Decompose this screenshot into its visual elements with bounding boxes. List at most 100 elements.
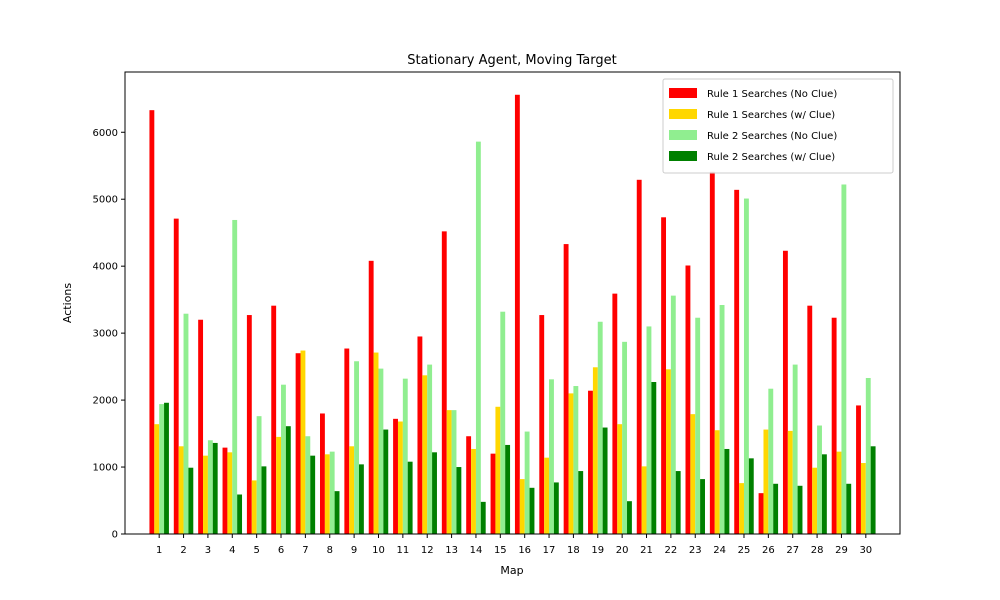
bar-series-2-map-28: [812, 467, 818, 534]
bar-series-4-map-26: [773, 483, 779, 534]
bar-series-3-map-2: [183, 313, 189, 534]
bar-series-3-map-3: [207, 440, 213, 534]
y-tick-label: 4000: [93, 262, 118, 273]
bar-series-1-map-4: [222, 447, 228, 534]
bar-series-4-map-22: [675, 471, 681, 534]
bar-series-1-map-10: [368, 260, 374, 534]
bar-series-4-map-15: [505, 444, 511, 534]
bar-series-1-map-3: [198, 319, 204, 534]
bar-series-4-map-7: [310, 455, 316, 534]
bar-series-2-map-18: [568, 393, 574, 534]
bar-series-4-map-6: [285, 426, 291, 534]
x-tick-label: 30: [859, 545, 872, 556]
x-tick-label: 11: [396, 545, 409, 556]
bar-series-4-map-19: [602, 427, 608, 534]
x-tick-label: 9: [351, 545, 357, 556]
x-tick-label: 8: [327, 545, 333, 556]
bar-series-4-map-3: [212, 442, 218, 534]
bar-series-2-map-20: [617, 424, 623, 534]
bar-series-3-map-1: [159, 404, 165, 534]
bar-series-2-map-17: [544, 457, 550, 534]
x-tick-label: 13: [445, 545, 458, 556]
bar-series-1-map-7: [295, 353, 301, 534]
bar-series-3-map-18: [573, 386, 579, 534]
bar-series-4-map-2: [188, 467, 194, 534]
bar-series-3-map-11: [402, 378, 408, 534]
bar-series-4-map-30: [870, 446, 876, 534]
bar-series-1-map-13: [441, 231, 447, 535]
bar-series-1-map-27: [782, 250, 788, 534]
bar-series-4-map-11: [407, 461, 413, 534]
bar-series-1-map-8: [320, 413, 325, 534]
x-tick-label: 2: [180, 545, 186, 556]
legend: Rule 1 Searches (No Clue) Rule 1 Searches…: [662, 78, 894, 174]
legend-swatch-3: [669, 130, 697, 140]
bar-series-3-map-6: [281, 384, 286, 534]
bar-series-3-map-30: [865, 377, 871, 534]
bar-series-1-map-29: [831, 317, 837, 534]
bar-series-4-map-29: [846, 483, 852, 534]
bar-series-2-map-19: [592, 367, 598, 534]
x-tick-label: 24: [713, 545, 726, 556]
x-tick-label: 6: [278, 545, 284, 556]
bar-series-4-map-21: [651, 382, 657, 534]
chart-title: Stationary Agent, Moving Target: [407, 53, 616, 68]
y-tick-label: 5000: [93, 195, 118, 206]
x-tick-label: 12: [421, 545, 434, 556]
bar-series-3-map-5: [256, 416, 262, 534]
bar-series-1-map-18: [563, 244, 569, 534]
y-axis: 0 1000 2000 3000 4000 5000 6000: [93, 128, 125, 541]
bar-series-4-map-25: [748, 458, 754, 534]
bar-series-1-map-1: [149, 110, 155, 535]
x-axis-label: Map: [500, 564, 523, 577]
bar-series-2-map-8: [324, 454, 330, 534]
bar-series-1-map-30: [856, 405, 861, 534]
bar-series-1-map-2: [173, 218, 179, 534]
bar-series-1-map-22: [661, 217, 667, 535]
bar-series-1-map-14: [466, 436, 472, 534]
y-tick-label: 0: [112, 530, 118, 541]
bar-series-3-map-8: [329, 451, 335, 534]
x-tick-label: 1: [156, 545, 162, 556]
bar-series-1-map-9: [344, 348, 350, 534]
y-tick-label: 6000: [93, 128, 118, 139]
bar-series-1-map-25: [734, 189, 740, 534]
bar-series-4-map-28: [821, 454, 827, 534]
bar-series-1-map-12: [417, 336, 423, 534]
bar-series-3-map-17: [549, 379, 554, 534]
bar-series-3-map-14: [475, 141, 481, 534]
bar-series-4-map-24: [724, 448, 730, 534]
bar-series-3-map-9: [354, 361, 359, 534]
bar-series-2-map-11: [397, 421, 403, 534]
bar-series-3-map-25: [743, 198, 749, 535]
bar-series-1-map-20: [612, 293, 618, 534]
legend-label-3: Rule 2 Searches (No Clue): [707, 131, 837, 142]
x-tick-label: 4: [229, 545, 235, 556]
plot-frame: [124, 71, 901, 535]
bar-series-1-map-28: [807, 305, 813, 534]
bar-series-3-map-26: [768, 388, 774, 534]
legend-box: [662, 78, 894, 174]
x-tick-label: 16: [518, 545, 531, 556]
bar-series-3-map-21: [646, 326, 652, 534]
x-tick-label: 23: [689, 545, 702, 556]
bar-series-1-map-17: [539, 315, 545, 534]
bar-series-3-map-13: [451, 410, 457, 534]
bar-series-1-map-26: [758, 493, 764, 534]
x-axis: 1 2 3 4 5 6 7 8 9 10 11 12 13 14 15 16 17 18 19 20 21 22 23 24 2…: [156, 534, 872, 556]
bar-series-2-map-26: [763, 429, 769, 534]
legend-swatch-1: [669, 88, 697, 98]
bar-series-3-map-24: [719, 305, 725, 534]
bar-series-3-map-4: [232, 219, 238, 534]
bar-series-1-map-6: [271, 305, 277, 534]
x-tick-label: 10: [372, 545, 385, 556]
bar-series-3-map-7: [305, 436, 311, 534]
bars-group: [149, 94, 876, 535]
bar-series-3-map-20: [622, 341, 628, 534]
x-tick-label: 28: [811, 545, 824, 556]
x-tick-label: 18: [567, 545, 580, 556]
y-axis-label: Actions: [61, 283, 74, 323]
bar-series-3-map-15: [500, 311, 506, 534]
bar-series-3-map-16: [524, 431, 530, 534]
